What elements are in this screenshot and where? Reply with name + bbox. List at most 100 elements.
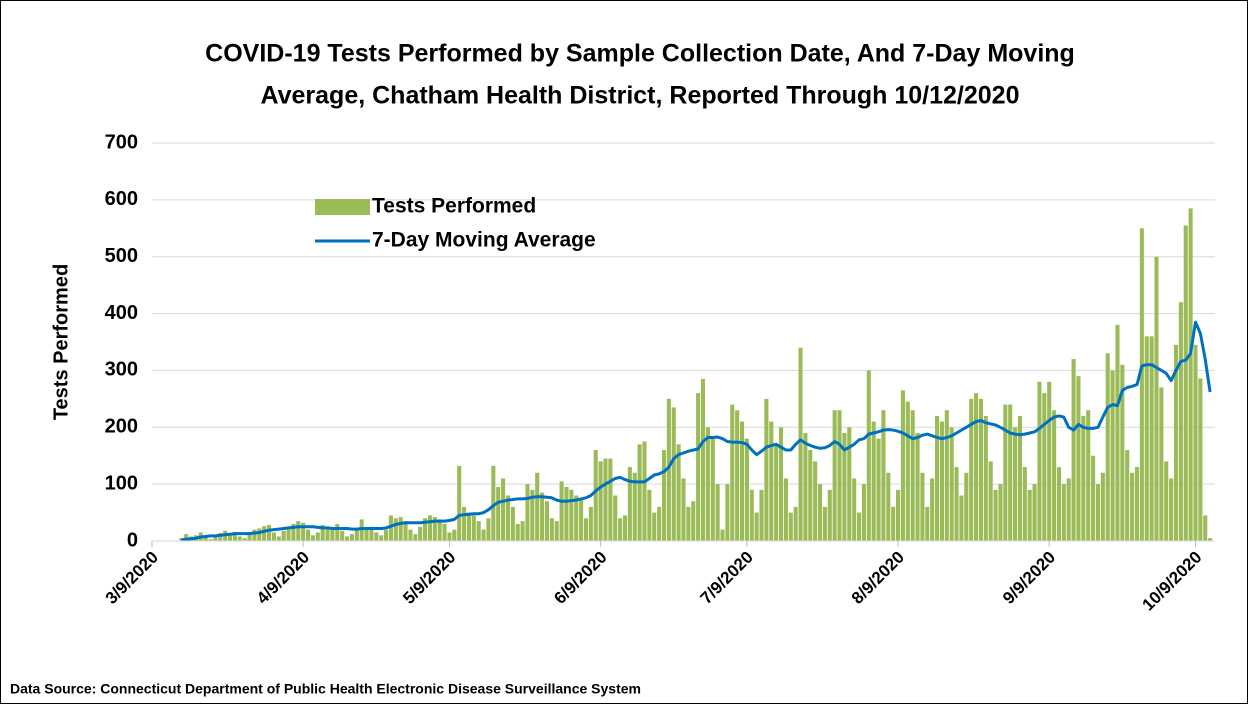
- legend-label: Tests Performed: [372, 195, 536, 218]
- bar: [627, 467, 632, 541]
- bar: [1193, 344, 1198, 541]
- bar: [218, 533, 223, 541]
- bar: [1159, 387, 1164, 541]
- bar: [642, 441, 647, 541]
- bar: [842, 432, 847, 541]
- bar: [530, 489, 535, 541]
- bar: [993, 489, 998, 541]
- bar: [491, 465, 496, 541]
- bar: [466, 512, 471, 541]
- bar: [671, 407, 676, 541]
- bar: [1139, 228, 1144, 542]
- bar: [257, 528, 262, 541]
- bar: [237, 536, 242, 541]
- bar: [666, 398, 671, 541]
- bar: [652, 512, 657, 541]
- bar: [900, 390, 905, 541]
- bar: [754, 512, 759, 541]
- y-axis-label: Tests Performed: [50, 264, 72, 420]
- bar: [983, 415, 988, 541]
- bar: [252, 529, 257, 541]
- bar: [856, 512, 862, 541]
- bar: [213, 535, 218, 541]
- bar: [379, 535, 384, 541]
- bar: [310, 535, 315, 541]
- bar: [544, 501, 550, 541]
- bar: [866, 370, 871, 541]
- bar: [700, 378, 706, 541]
- bar: [822, 506, 827, 541]
- bar: [632, 472, 637, 541]
- bar: [988, 461, 993, 541]
- bar: [398, 517, 403, 541]
- bar: [759, 489, 764, 541]
- bar: [613, 495, 618, 541]
- bar: [905, 401, 910, 541]
- chart-title: COVID-19 Tests Performed by Sample Colle…: [205, 40, 1075, 68]
- bar: [403, 521, 408, 541]
- bar: [1173, 344, 1179, 541]
- bar: [1056, 467, 1062, 541]
- bar: [705, 427, 710, 541]
- bar: [1208, 538, 1213, 541]
- bar: [315, 532, 320, 541]
- bar: [827, 489, 832, 541]
- bar: [593, 450, 598, 541]
- bar: [769, 421, 774, 541]
- bar: [1022, 467, 1027, 541]
- bar: [1183, 225, 1188, 541]
- bar: [978, 398, 983, 541]
- bar: [935, 415, 940, 541]
- bar: [1013, 427, 1018, 541]
- bar: [559, 481, 564, 541]
- bar: [476, 521, 481, 541]
- legend-swatch: [315, 199, 370, 215]
- bar: [574, 495, 579, 541]
- bar: [876, 438, 881, 541]
- bar: [564, 486, 569, 541]
- bar: [696, 393, 701, 541]
- bar: [525, 484, 530, 541]
- source-note: Data Source: Connecticut Department of P…: [10, 681, 641, 697]
- y-tick-label: 0: [127, 529, 138, 551]
- bar: [388, 515, 393, 541]
- bar: [569, 489, 574, 541]
- bar: [1086, 410, 1091, 541]
- bar: [481, 529, 486, 541]
- bar: [452, 529, 457, 541]
- bar: [471, 515, 476, 541]
- bar: [266, 525, 272, 541]
- bar: [179, 538, 184, 541]
- bar: [954, 467, 959, 541]
- y-tick-label: 100: [105, 472, 138, 494]
- bar: [618, 518, 623, 541]
- bar: [681, 478, 686, 541]
- bar: [598, 461, 603, 541]
- bar: [881, 410, 886, 541]
- bar: [1164, 461, 1169, 541]
- bar: [262, 526, 267, 541]
- bar: [447, 532, 452, 541]
- chart-title: Average, Chatham Health District, Report…: [260, 82, 1019, 110]
- bar: [1115, 324, 1120, 541]
- bar: [271, 532, 276, 541]
- y-tick-label: 300: [105, 359, 138, 381]
- bar: [1032, 484, 1037, 541]
- bar: [691, 501, 696, 541]
- bar: [413, 534, 418, 541]
- bar: [1130, 472, 1135, 541]
- bar: [486, 518, 491, 541]
- bar: [291, 523, 296, 541]
- bar: [744, 438, 749, 541]
- bar: [335, 523, 340, 541]
- bar: [949, 427, 954, 541]
- bar: [320, 525, 325, 541]
- y-tick-label: 400: [105, 302, 138, 324]
- bar: [301, 522, 306, 541]
- bar: [686, 506, 691, 541]
- bar: [1198, 378, 1203, 541]
- bar: [1105, 353, 1110, 541]
- bar: [364, 528, 369, 541]
- bar: [549, 518, 554, 541]
